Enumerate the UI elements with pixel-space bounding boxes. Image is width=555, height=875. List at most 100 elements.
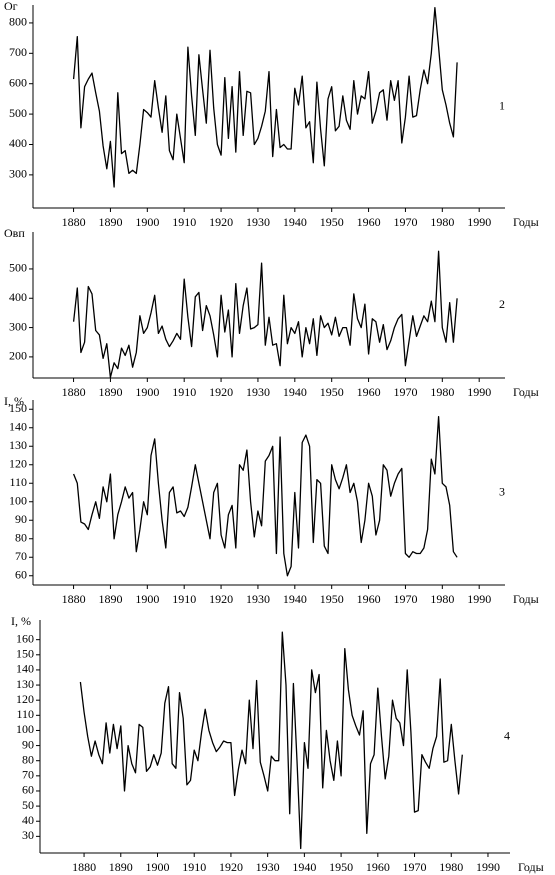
x-axis-label: Годы	[513, 592, 539, 606]
x-tick-label: 1890	[109, 860, 133, 874]
y-tick-label: 160	[16, 631, 34, 645]
y-tick-label: 200	[9, 349, 27, 363]
x-tick-label: 1960	[357, 592, 381, 606]
x-tick-label: 1950	[320, 215, 344, 229]
panel-number: 1	[499, 98, 505, 112]
x-tick-label: 1980	[439, 860, 463, 874]
y-tick-label: 70	[15, 549, 27, 563]
y-tick-label: 130	[16, 677, 34, 691]
x-tick-label: 1960	[357, 385, 381, 399]
x-tick-label: 1940	[283, 215, 307, 229]
x-tick-label: 1900	[135, 385, 159, 399]
y-tick-label: 80	[15, 531, 27, 545]
panel-number: 2	[499, 297, 505, 311]
x-tick-label: 1940	[283, 592, 307, 606]
x-tick-label: 1980	[430, 385, 454, 399]
y-tick-label: 800	[9, 15, 27, 29]
x-tick-label: 1960	[366, 860, 390, 874]
x-tick-label: 1950	[320, 592, 344, 606]
x-tick-label: 1920	[209, 385, 233, 399]
y-tick-label: 60	[15, 568, 27, 582]
x-tick-label: 1940	[292, 860, 316, 874]
y-tick-label: 100	[16, 722, 34, 736]
x-tick-label: 1910	[172, 385, 196, 399]
x-tick-label: 1940	[283, 385, 307, 399]
y-tick-label: 90	[22, 737, 34, 751]
x-tick-label: 1930	[246, 592, 270, 606]
y-axis-label: I, %	[4, 394, 24, 408]
y-tick-label: 40	[22, 813, 34, 827]
x-axis-label: Годы	[513, 385, 539, 399]
x-tick-label: 1900	[146, 860, 170, 874]
y-tick-label: 120	[16, 692, 34, 706]
x-tick-label: 1980	[430, 592, 454, 606]
x-tick-label: 1990	[467, 385, 491, 399]
data-line	[72, 415, 458, 577]
y-tick-label: 100	[9, 494, 27, 508]
y-tick-label: 400	[9, 290, 27, 304]
x-tick-label: 1930	[246, 385, 270, 399]
y-axis-label: Ог	[4, 0, 18, 13]
y-tick-label: 300	[9, 167, 27, 181]
y-tick-label: 600	[9, 75, 27, 89]
y-axis-label: Овп	[4, 226, 25, 240]
y-tick-label: 400	[9, 136, 27, 150]
x-tick-label: 1960	[357, 215, 381, 229]
y-tick-label: 500	[9, 261, 27, 275]
y-tick-label: 60	[22, 783, 34, 797]
y-tick-label: 30	[22, 828, 34, 842]
x-tick-label: 1880	[72, 860, 96, 874]
y-tick-label: 50	[22, 798, 34, 812]
x-tick-label: 1920	[209, 215, 233, 229]
x-tick-label: 1920	[209, 592, 233, 606]
y-axis-label: I, %	[11, 614, 31, 628]
y-tick-label: 140	[9, 420, 27, 434]
data-line	[72, 250, 458, 379]
x-tick-label: 1880	[62, 592, 86, 606]
x-tick-label: 1900	[135, 592, 159, 606]
y-tick-label: 300	[9, 319, 27, 333]
panel-number: 4	[504, 728, 510, 742]
x-tick-label: 1880	[62, 215, 86, 229]
y-tick-label: 90	[15, 512, 27, 526]
x-axis-label: Годы	[513, 215, 539, 229]
x-tick-label: 1970	[403, 860, 427, 874]
x-tick-label: 1910	[172, 215, 196, 229]
x-tick-label: 1990	[467, 215, 491, 229]
x-tick-label: 1950	[320, 385, 344, 399]
x-tick-label: 1970	[393, 385, 417, 399]
x-tick-label: 1970	[393, 592, 417, 606]
y-tick-label: 500	[9, 106, 27, 120]
y-tick-label: 150	[16, 647, 34, 661]
data-line	[72, 7, 458, 188]
data-line	[79, 631, 463, 850]
x-tick-label: 1890	[98, 592, 122, 606]
y-tick-label: 80	[22, 752, 34, 766]
x-tick-label: 1880	[62, 385, 86, 399]
x-tick-label: 1910	[172, 592, 196, 606]
y-tick-label: 110	[16, 707, 34, 721]
x-tick-label: 1920	[219, 860, 243, 874]
x-tick-label: 1950	[329, 860, 353, 874]
y-tick-label: 130	[9, 438, 27, 452]
x-tick-label: 1930	[246, 215, 270, 229]
x-tick-label: 1910	[182, 860, 206, 874]
x-tick-label: 1900	[135, 215, 159, 229]
x-tick-label: 1930	[256, 860, 280, 874]
y-tick-label: 70	[22, 768, 34, 782]
x-tick-label: 1890	[98, 215, 122, 229]
panel-number: 3	[499, 484, 505, 498]
x-tick-label: 1990	[467, 592, 491, 606]
x-axis-label: Годы	[518, 860, 544, 874]
x-tick-label: 1980	[430, 215, 454, 229]
x-tick-label: 1890	[98, 385, 122, 399]
y-tick-label: 150	[9, 401, 27, 415]
x-tick-label: 1970	[393, 215, 417, 229]
y-tick-label: 140	[16, 662, 34, 676]
y-tick-label: 110	[9, 475, 27, 489]
x-tick-label: 1990	[476, 860, 500, 874]
y-tick-label: 120	[9, 457, 27, 471]
y-tick-label: 700	[9, 45, 27, 59]
